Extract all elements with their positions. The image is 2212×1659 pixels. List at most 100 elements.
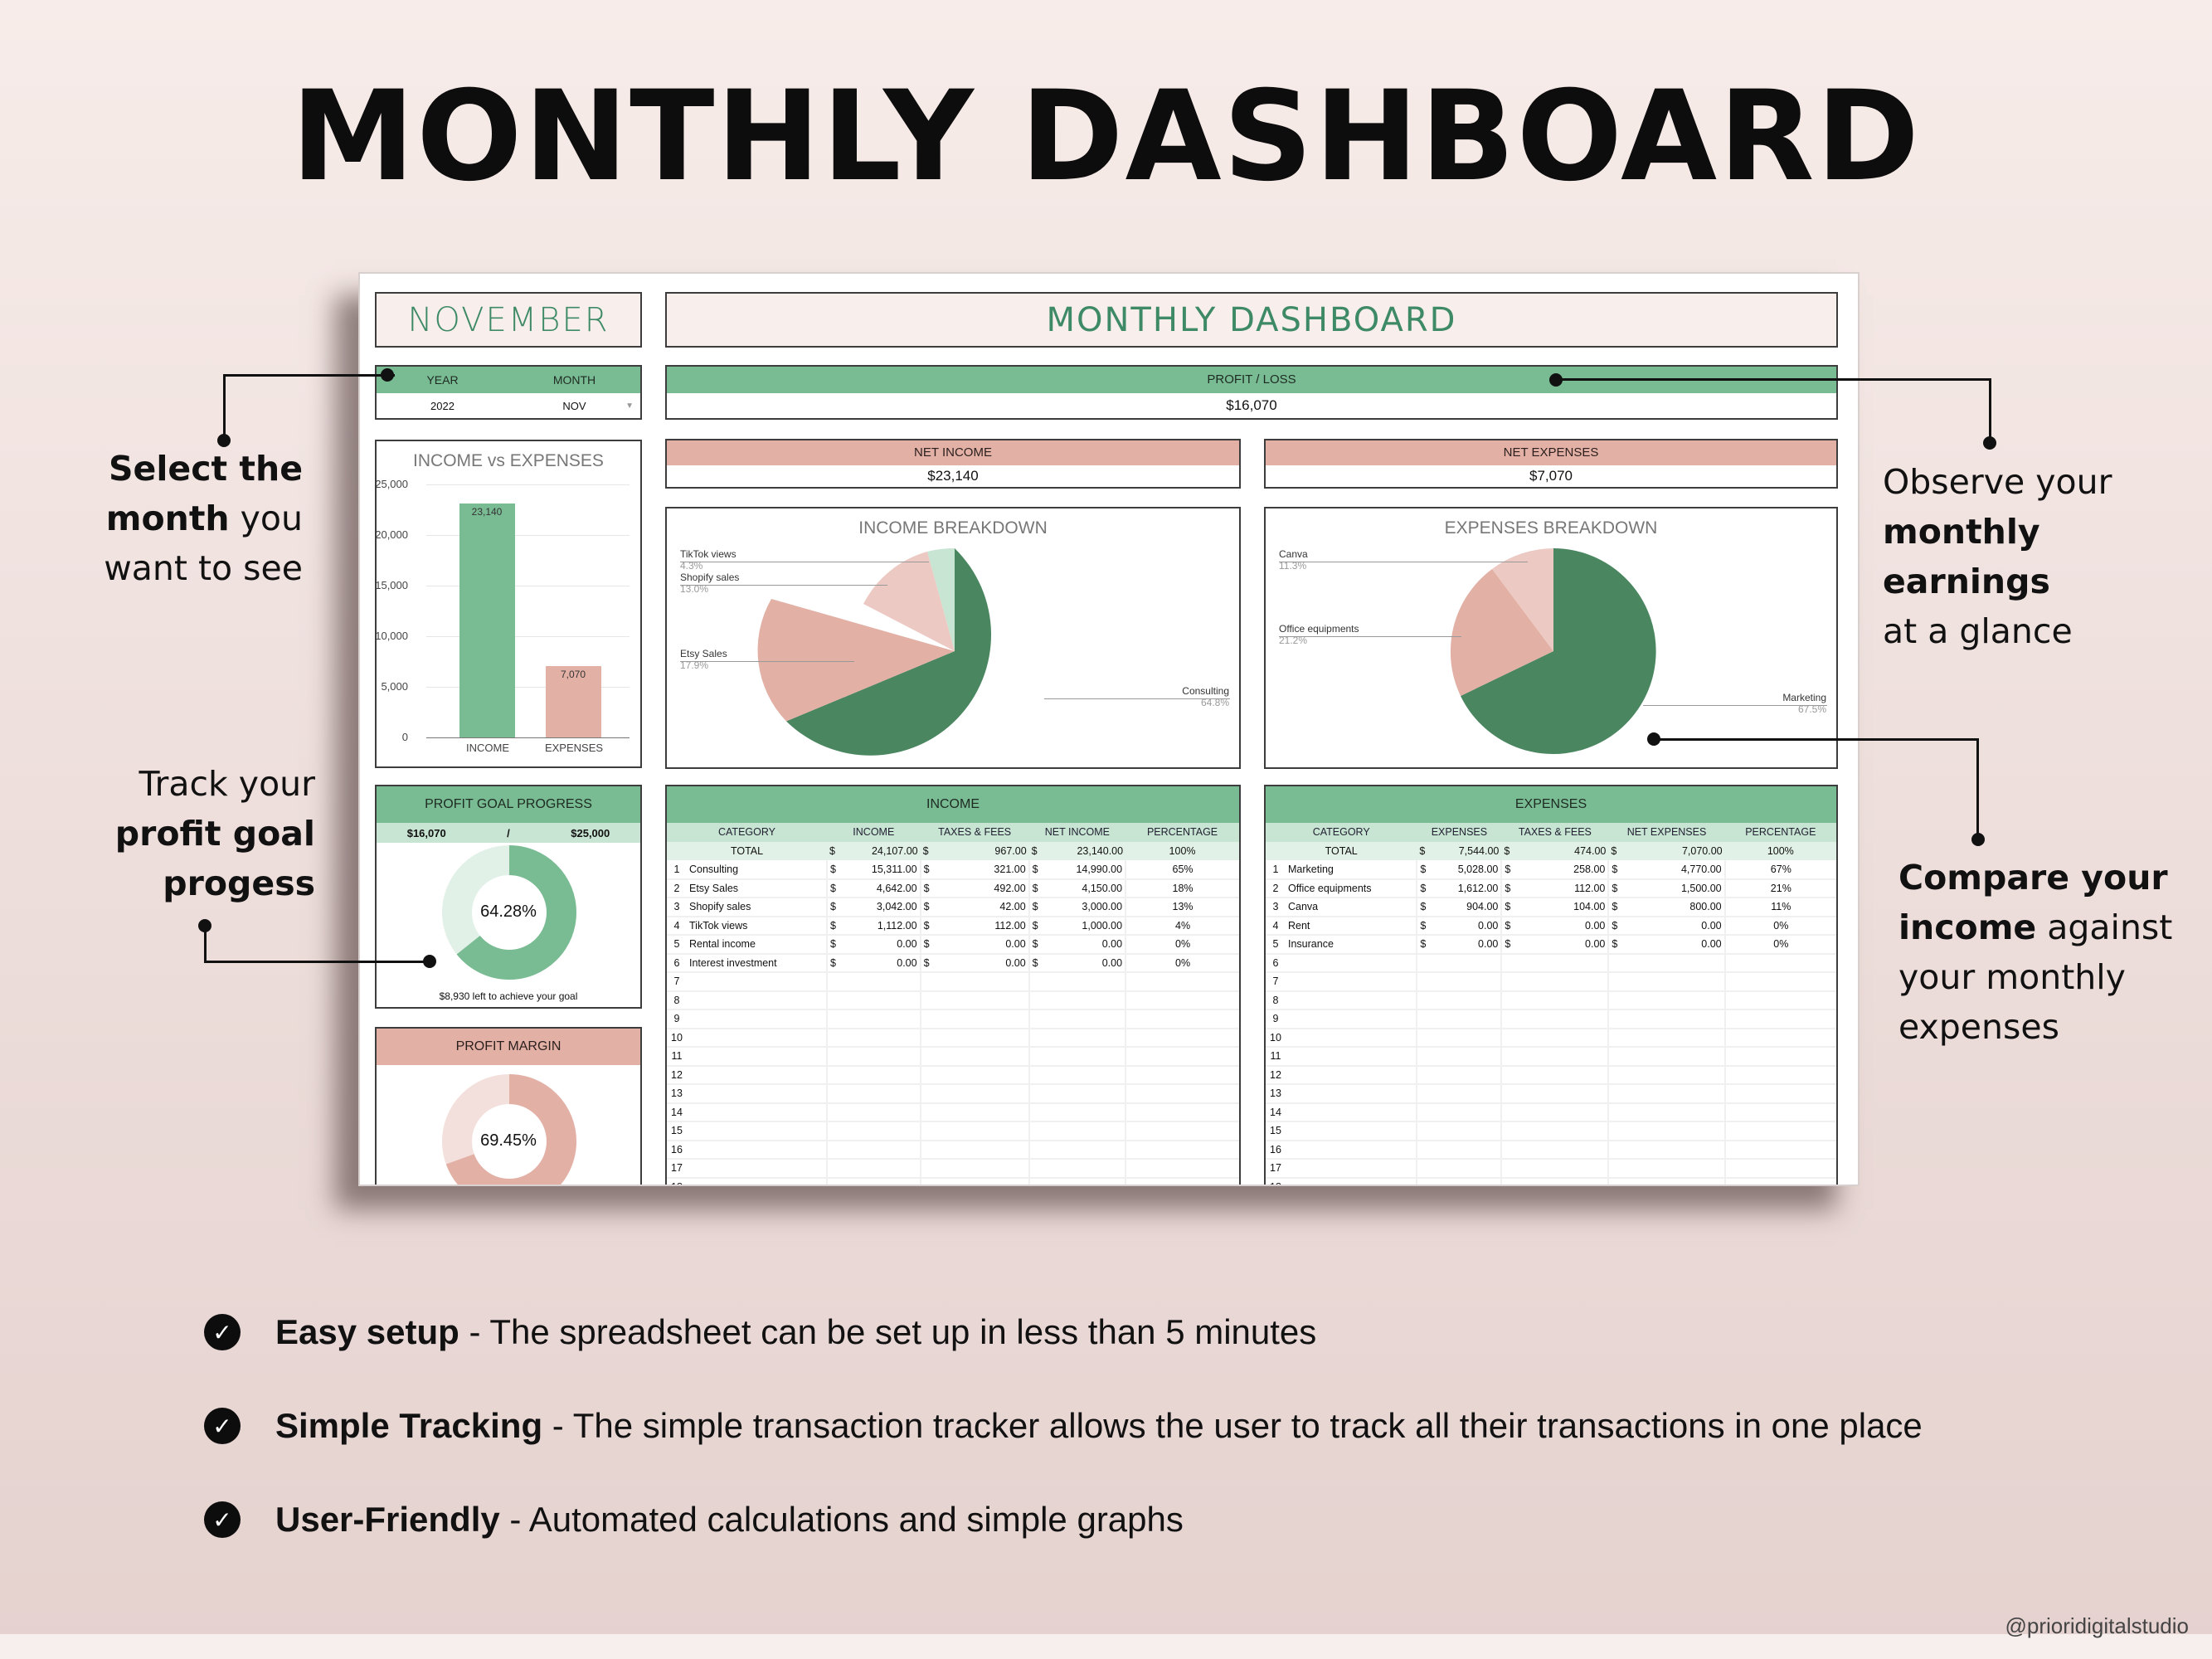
table-row[interactable]: 2 Office equipments $1,612.00 $112.00 $1,500… <box>1266 878 1836 898</box>
cell[interactable]: 0.00 <box>843 953 921 973</box>
table-row[interactable]: 7 <box>667 972 1239 992</box>
cell[interactable]: 0.00 <box>936 953 1030 973</box>
cell[interactable]: 0.00 <box>1518 935 1610 955</box>
cell[interactable]: 321.00 <box>936 860 1030 880</box>
cell[interactable]: 0.00 <box>1433 916 1503 936</box>
chevron-down-icon[interactable]: ▼ <box>625 401 634 411</box>
cell[interactable]: 0.00 <box>1518 916 1610 936</box>
table-row[interactable]: 16 <box>1266 1140 1836 1160</box>
cell[interactable]: Office equipments <box>1286 878 1418 898</box>
table-row[interactable]: 18 <box>667 1177 1239 1185</box>
cell[interactable]: 65% <box>1125 860 1239 880</box>
income-breakdown-chart: INCOME BREAKDOWN TikTok views 4.3% Shopif… <box>665 507 1241 769</box>
table-row[interactable]: 9 <box>1266 1010 1836 1029</box>
cell[interactable]: 1,612.00 <box>1433 878 1503 898</box>
cell[interactable]: 0.00 <box>936 935 1030 955</box>
table-row[interactable]: 8 <box>1266 990 1836 1010</box>
table-row[interactable]: 17 <box>667 1159 1239 1179</box>
table-row[interactable]: 1 Consulting $15,311.00 $321.00 $14,990.00 65… <box>667 860 1239 880</box>
table-row[interactable]: 4 TikTok views $1,112.00 $112.00 $1,000.00 4% <box>667 916 1239 936</box>
table-row[interactable]: 14 <box>667 1102 1239 1122</box>
cell[interactable]: 5,028.00 <box>1433 860 1503 880</box>
income-bar[interactable] <box>459 504 515 737</box>
cell[interactable]: TikTok views <box>687 916 829 936</box>
cell[interactable]: 904.00 <box>1433 898 1503 917</box>
cell[interactable]: Etsy Sales <box>687 878 829 898</box>
table-row[interactable]: 5 Insurance $0.00 $0.00 $0.00 0% <box>1266 935 1836 955</box>
cell[interactable]: Rental income <box>687 935 829 955</box>
cell[interactable]: 0.00 <box>843 935 921 955</box>
cell[interactable]: 4,150.00 <box>1045 878 1127 898</box>
table-row[interactable]: 7 <box>1266 972 1836 992</box>
table-row[interactable]: 12 <box>667 1065 1239 1085</box>
cell[interactable]: 0.00 <box>1625 935 1726 955</box>
cell[interactable]: 492.00 <box>936 878 1030 898</box>
table-row[interactable]: 16 <box>667 1140 1239 1160</box>
cell[interactable]: 1,112.00 <box>843 916 921 936</box>
cell[interactable]: 0% <box>1724 935 1836 955</box>
expenses-bar[interactable] <box>546 666 601 737</box>
table-row[interactable]: 18 <box>1266 1177 1836 1185</box>
cell[interactable]: 3,000.00 <box>1045 898 1127 917</box>
table-row[interactable]: 6 <box>1266 953 1836 973</box>
table-row[interactable]: 13 <box>1266 1084 1836 1104</box>
table-row[interactable]: 10 <box>1266 1028 1836 1048</box>
cell[interactable]: Marketing <box>1286 860 1418 880</box>
cell[interactable]: 0.00 <box>1045 953 1127 973</box>
table-row[interactable]: 2 Etsy Sales $4,642.00 $492.00 $4,150.00 18% <box>667 878 1239 898</box>
cell[interactable]: 0.00 <box>1433 935 1503 955</box>
cell[interactable]: 112.00 <box>936 916 1030 936</box>
cell[interactable]: Shopify sales <box>687 898 829 917</box>
cell[interactable]: 67% <box>1724 860 1836 880</box>
currency: $ <box>827 916 844 936</box>
cell[interactable]: 4,770.00 <box>1625 860 1726 880</box>
cell[interactable]: 42.00 <box>936 898 1030 917</box>
profit-loss-value: $16,070 <box>1226 397 1277 413</box>
month-dropdown[interactable]: NOV ▼ <box>508 400 640 412</box>
cell[interactable]: 1,000.00 <box>1045 916 1127 936</box>
table-row[interactable]: 11 <box>1266 1047 1836 1067</box>
cell[interactable]: 800.00 <box>1625 898 1726 917</box>
cell[interactable]: Consulting <box>687 860 829 880</box>
year-value[interactable]: 2022 <box>430 399 455 412</box>
cell[interactable]: 18% <box>1125 878 1239 898</box>
cell[interactable]: 21% <box>1724 878 1836 898</box>
table-row[interactable]: 15 <box>1266 1121 1836 1141</box>
table-row[interactable]: 8 <box>667 990 1239 1010</box>
cell[interactable]: 104.00 <box>1518 898 1610 917</box>
cell[interactable]: 13% <box>1125 898 1239 917</box>
table-row[interactable]: 3 Canva $904.00 $104.00 $800.00 11% <box>1266 898 1836 917</box>
cell[interactable]: 11% <box>1724 898 1836 917</box>
cell[interactable]: 112.00 <box>1518 878 1610 898</box>
table-row[interactable]: 5 Rental income $0.00 $0.00 $0.00 0% <box>667 935 1239 955</box>
cell[interactable]: 258.00 <box>1518 860 1610 880</box>
cell[interactable]: Canva <box>1286 898 1418 917</box>
table-row[interactable]: 17 <box>1266 1159 1836 1179</box>
table-row[interactable]: 11 <box>667 1047 1239 1067</box>
cell[interactable]: Insurance <box>1286 935 1418 955</box>
cell[interactable]: 14,990.00 <box>1045 860 1127 880</box>
cell[interactable]: 0% <box>1125 935 1239 955</box>
table-row[interactable]: 13 <box>667 1084 1239 1104</box>
cell[interactable]: 1,500.00 <box>1625 878 1726 898</box>
cell[interactable]: 4% <box>1125 916 1239 936</box>
table-row[interactable]: 9 <box>667 1010 1239 1029</box>
cell[interactable]: 3,042.00 <box>843 898 921 917</box>
table-row[interactable]: 1 Marketing $5,028.00 $258.00 $4,770.00 67% <box>1266 860 1836 880</box>
table-row[interactable]: 14 <box>1266 1102 1836 1122</box>
cell[interactable]: Interest investment <box>687 953 829 973</box>
cell[interactable]: Rent <box>1286 916 1418 936</box>
y-tick: 10,000 <box>375 630 408 642</box>
cell[interactable]: 0% <box>1125 953 1239 973</box>
table-row[interactable]: 10 <box>667 1028 1239 1048</box>
table-row[interactable]: 12 <box>1266 1065 1836 1085</box>
table-row[interactable]: 15 <box>667 1121 1239 1141</box>
table-row[interactable]: 6 Interest investment $0.00 $0.00 $0.00 0% <box>667 953 1239 973</box>
cell[interactable]: 0.00 <box>1625 916 1726 936</box>
table-row[interactable]: 3 Shopify sales $3,042.00 $42.00 $3,000.00 13… <box>667 898 1239 917</box>
cell[interactable]: 0% <box>1724 916 1836 936</box>
cell[interactable]: 4,642.00 <box>843 878 921 898</box>
cell[interactable]: 0.00 <box>1045 935 1127 955</box>
table-row[interactable]: 4 Rent $0.00 $0.00 $0.00 0% <box>1266 916 1836 936</box>
cell[interactable]: 15,311.00 <box>843 860 921 880</box>
